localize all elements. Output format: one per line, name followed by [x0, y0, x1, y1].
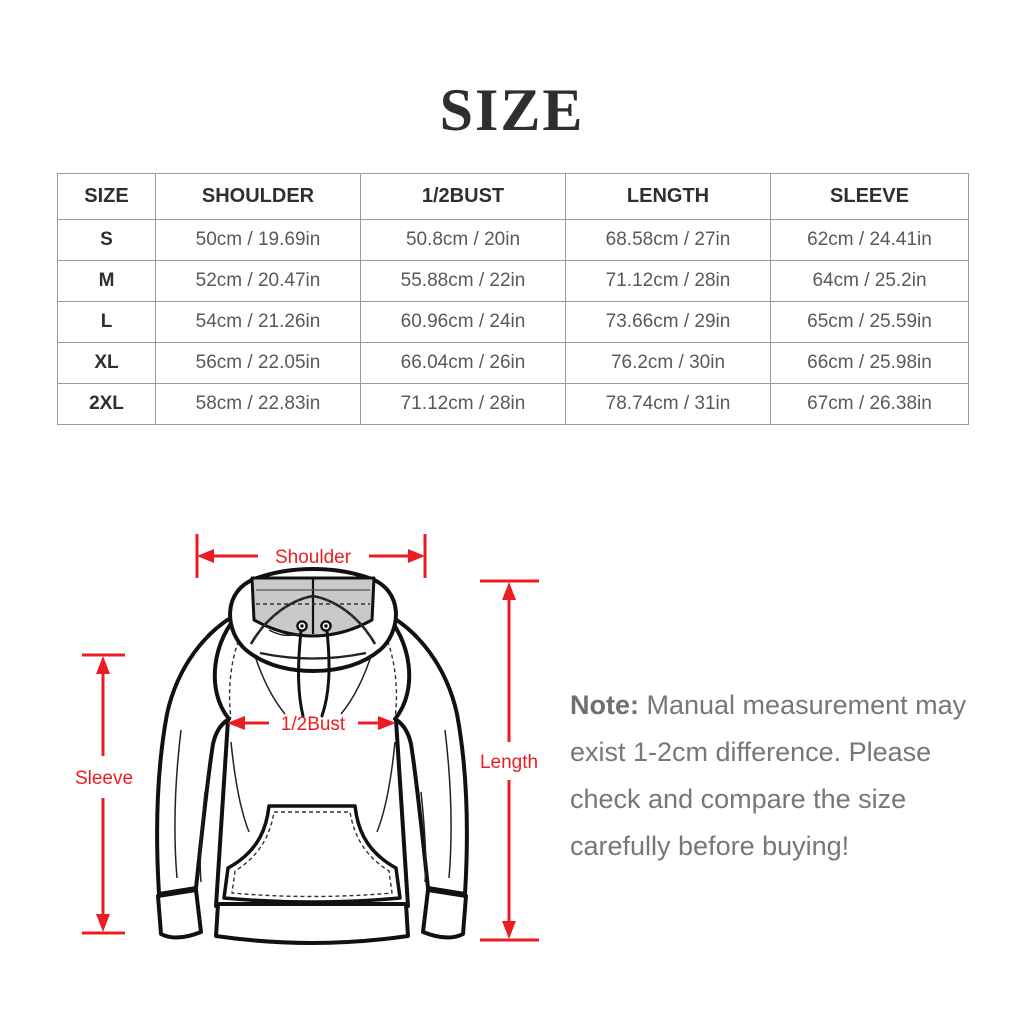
column-header-length: LENGTH	[565, 173, 771, 220]
bust-cell: 71.12cm / 28in	[360, 383, 566, 425]
length-arrow: Length	[480, 579, 539, 942]
bust-cell: 55.88cm / 22in	[360, 260, 566, 302]
note-text: Note: Manual measurement may exist 1-2cm…	[570, 682, 982, 870]
shoulder-arrow-label: Shoulder	[275, 547, 352, 568]
note-label: Note:	[570, 690, 639, 720]
length-arrow-label: Length	[480, 752, 538, 773]
table-row: S 50cm / 19.69in 50.8cm / 20in 68.58cm /…	[57, 219, 969, 261]
shoulder-cell: 56cm / 22.05in	[155, 342, 361, 384]
hoodie-measurement-diagram: Shoulder Sleeve 1/2Bust Length	[75, 534, 539, 945]
column-header-shoulder: SHOULDER	[155, 173, 361, 220]
size-cell: XL	[57, 342, 156, 384]
table-row: M 52cm / 20.47in 55.88cm / 22in 71.12cm …	[57, 260, 969, 302]
size-cell: L	[57, 301, 156, 343]
shoulder-cell: 50cm / 19.69in	[155, 219, 361, 261]
table-row: L 54cm / 21.26in 60.96cm / 24in 73.66cm …	[57, 301, 969, 343]
bust-arrow-label: 1/2Bust	[281, 714, 346, 735]
kangaroo-pocket	[222, 804, 402, 904]
shoulder-cell: 52cm / 20.47in	[155, 260, 361, 302]
hoodie-right-sleeve	[381, 610, 469, 896]
sleeve-arrow-label: Sleeve	[75, 768, 133, 789]
size-table: SIZE SHOULDER 1/2BUST LENGTH SLEEVE S 50…	[57, 173, 969, 425]
note-body: Manual measurement may exist 1-2cm diffe…	[570, 690, 967, 861]
size-cell: 2XL	[57, 383, 156, 425]
length-cell: 76.2cm / 30in	[565, 342, 771, 384]
length-cell: 71.12cm / 28in	[565, 260, 771, 302]
shoulder-cell: 58cm / 22.83in	[155, 383, 361, 425]
hoodie-left-cuff	[156, 888, 203, 940]
sleeve-cell: 67cm / 26.38in	[770, 383, 969, 425]
shoulder-arrow: Shoulder	[195, 534, 427, 578]
table-header-row: SIZE SHOULDER 1/2BUST LENGTH SLEEVE	[57, 173, 969, 220]
table-row: XL 56cm / 22.05in 66.04cm / 26in 76.2cm …	[57, 342, 969, 384]
column-header-sleeve: SLEEVE	[770, 173, 969, 220]
hood-lining	[250, 576, 376, 638]
sleeve-cell: 62cm / 24.41in	[770, 219, 969, 261]
pocket-stitch-line	[231, 811, 393, 898]
size-cell: M	[57, 260, 156, 302]
shoulder-cell: 54cm / 21.26in	[155, 301, 361, 343]
bust-cell: 50.8cm / 20in	[360, 219, 566, 261]
column-header-bust: 1/2BUST	[360, 173, 566, 220]
length-cell: 73.66cm / 29in	[565, 301, 771, 343]
size-cell: S	[57, 219, 156, 261]
sleeve-cell: 66cm / 25.98in	[770, 342, 969, 384]
table-row: 2XL 58cm / 22.83in 71.12cm / 28in 78.74c…	[57, 383, 969, 425]
sleeve-cell: 65cm / 25.59in	[770, 301, 969, 343]
length-cell: 78.74cm / 31in	[565, 383, 771, 425]
bust-cell: 66.04cm / 26in	[360, 342, 566, 384]
hoodie-hem-band	[214, 902, 410, 945]
hoodie-drawing	[155, 567, 469, 945]
page-title: SIZE	[439, 77, 585, 143]
collar-folds	[249, 594, 377, 660]
hoodie-right-cuff	[421, 888, 468, 940]
sleeve-cell: 64cm / 25.2in	[770, 260, 969, 302]
drawstrings	[296, 620, 332, 718]
sleeve-arrow: Sleeve	[75, 653, 133, 935]
column-header-size: SIZE	[57, 173, 156, 220]
length-cell: 68.58cm / 27in	[565, 219, 771, 261]
bust-cell: 60.96cm / 24in	[360, 301, 566, 343]
bust-arrow: 1/2Bust	[227, 714, 396, 735]
